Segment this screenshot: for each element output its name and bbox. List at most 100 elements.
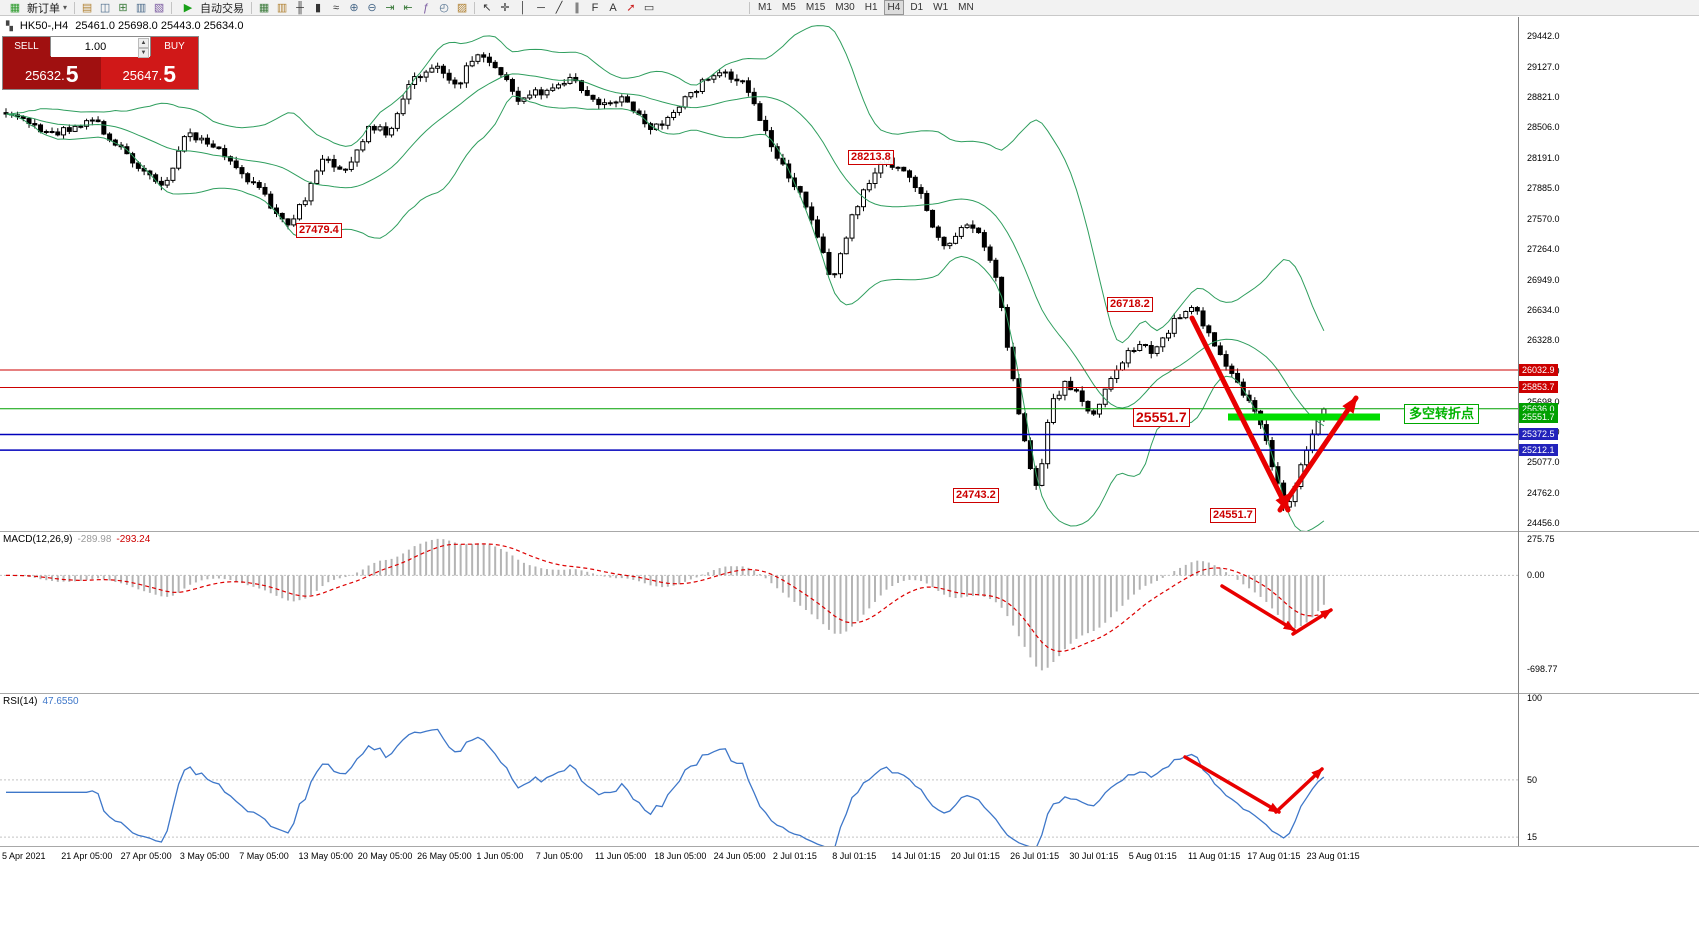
timeframe-d1-button[interactable]: D1 (910, 2, 924, 13)
fibonacci-icon[interactable]: F (591, 1, 599, 14)
time-axis-label: 11 Jun 05:00 (595, 851, 647, 861)
time-axis-label: 26 Jul 01:15 (1010, 851, 1060, 861)
price-axis-label: 28191.0 (1527, 153, 1560, 164)
timeframe-m5-button[interactable]: M5 (781, 2, 796, 13)
terminal-icon[interactable]: ▥ (135, 2, 147, 14)
time-axis-line (0, 846, 1699, 847)
market-watch-icon[interactable]: ▤ (81, 2, 93, 14)
toolbar-divider (171, 1, 173, 14)
profiles-icon[interactable]: ▥ (276, 2, 288, 14)
arrow-object-icon[interactable]: ➚ (626, 2, 636, 14)
price-axis-label: 26634.0 (1527, 305, 1560, 316)
price-chart-canvas[interactable] (0, 17, 1518, 531)
price-axis-label: 25698.0 (1527, 396, 1560, 407)
autotrading-button[interactable]: ▶ 自动交易 (175, 1, 248, 15)
time-axis-label: 14 Jul 01:15 (891, 851, 941, 861)
drawing-icons-group: ↖ ✛ │ ─ ╱ ∥ F A ➚ ▭ (478, 1, 658, 15)
price-axis-label: 25384.0 (1527, 427, 1560, 438)
crosshair-icon[interactable]: ✛ (500, 2, 510, 14)
cursor-icon[interactable]: ↖ (482, 2, 492, 14)
zoom-in-icon[interactable]: ⊕ (349, 2, 359, 14)
time-axis-label: 27 Apr 05:00 (120, 851, 172, 861)
new-order-icon: ▦ (9, 2, 21, 14)
timeframe-h4-button[interactable]: H4 (883, 0, 905, 15)
price-axis-label: 29127.0 (1527, 61, 1560, 72)
candlestick-chart-icon[interactable]: ▮ (314, 2, 322, 14)
macd-name: MACD(12,26,9) (3, 534, 73, 545)
time-axis-label: 17 Aug 01:15 (1247, 851, 1301, 861)
timeframe-h1-button[interactable]: H1 (864, 2, 878, 13)
new-order-label: 新订单 (27, 2, 60, 15)
time-axis-label: 2 Jul 01:15 (772, 851, 817, 861)
volume-stepper: ▲ ▼ (138, 38, 149, 58)
buy-price-button[interactable]: 25647. 5 (100, 56, 198, 89)
volume-input[interactable] (51, 37, 150, 57)
new-chart-icon[interactable]: ▦ (258, 2, 270, 14)
auto-scroll-icon[interactable]: ⇥ (385, 2, 395, 14)
macd-axis-label: 275.75 (1527, 533, 1555, 544)
macd-canvas[interactable] (0, 532, 1518, 683)
data-window-icon[interactable]: ◫ (99, 2, 111, 14)
time-axis-label: 23 Aug 01:15 (1306, 851, 1360, 861)
channel-icon[interactable]: ∥ (574, 2, 580, 14)
toolbar-divider (251, 1, 253, 14)
bar-chart-icon[interactable]: ╫ (296, 1, 304, 14)
templates-icon[interactable]: ▨ (456, 2, 468, 14)
sell-price-button[interactable]: 25632. 5 (3, 56, 101, 89)
chevron-down-icon: ▾ (63, 3, 68, 12)
line-chart-icon[interactable]: ≈ (332, 1, 340, 14)
sell-price-big-digit: 5 (65, 61, 79, 87)
sell-button[interactable]: SELL (3, 37, 50, 56)
shapes-icon[interactable]: ▭ (643, 2, 655, 14)
rsi-pane-resize-handle[interactable] (0, 693, 1699, 694)
macd-pane-resize-handle[interactable] (0, 531, 1699, 532)
time-axis-label: 20 Jul 01:15 (950, 851, 1000, 861)
bollinger-middle-line (5, 73, 1325, 427)
price-tag: 25551.7 (1519, 410, 1558, 423)
rsi-canvas[interactable] (0, 694, 1518, 846)
periods-icon[interactable]: ◴ (439, 2, 449, 14)
volume-up-button[interactable]: ▲ (138, 38, 149, 48)
volume-down-button[interactable]: ▼ (138, 48, 149, 58)
time-axis-label: 13 May 05:00 (298, 851, 354, 861)
window-icons-group: ▤ ◫ ⊞ ▥ ▧ (78, 1, 168, 15)
macd-axis-label: 0.00 (1527, 570, 1545, 581)
timeframe-w1-button[interactable]: W1 (933, 2, 949, 13)
navigator-icon[interactable]: ⊞ (118, 2, 128, 14)
time-axis-label: 26 May 05:00 (417, 851, 472, 861)
toolbar-divider (749, 1, 751, 14)
price-tag: 26032.9 (1519, 363, 1558, 376)
price-axis-label: 27885.0 (1527, 183, 1560, 194)
timeframe-m15-button[interactable]: M15 (805, 2, 826, 13)
main-toolbar: ▦ 新订单 ▾ ▤ ◫ ⊞ ▥ ▧ ▶ 自动交易 ▦ ▥ ╫ ▮ ≈ ⊕ ⊖ ⇥ ⇤ ƒ ◴ ▨ ↖ ✛ │ ─ ╱ ∥… (0, 0, 1699, 16)
autotrading-label: 自动交易 (200, 2, 245, 15)
buy-button[interactable]: BUY (151, 37, 198, 56)
chart-ohlc-summary: 25461.0 25698.0 25443.0 25634.0 (75, 20, 244, 32)
timeframe-m1-button[interactable]: M1 (758, 2, 772, 13)
price-axis-label: 28506.0 (1527, 122, 1560, 133)
rsi-indicator-label: RSI(14) 47.6550 (3, 696, 79, 707)
macd-histogram (10, 538, 1325, 671)
price-axis-label: 24762.0 (1527, 488, 1560, 499)
time-axis-label: 24 Jun 05:00 (713, 851, 766, 861)
price-axis-label: 26328.0 (1527, 335, 1560, 346)
price-axis-line[interactable] (1518, 17, 1519, 846)
autotrading-play-icon: ▶ (183, 2, 193, 14)
price-tag: 25372.5 (1519, 428, 1558, 441)
text-label-icon[interactable]: A (609, 1, 617, 14)
timeframe-mn-button[interactable]: MN (958, 2, 974, 13)
new-order-button[interactable]: ▦ 新订单 ▾ (2, 1, 71, 15)
timeframe-m30-button[interactable]: M30 (835, 2, 855, 13)
one-click-trading-panel: SELL ▲ ▼ BUY 25632.5 25647.5 (2, 36, 199, 90)
time-axis-label: 30 Jul 01:15 (1069, 851, 1119, 861)
chart-shift-icon[interactable]: ⇤ (403, 2, 413, 14)
strategy-tester-icon[interactable]: ▧ (153, 2, 165, 14)
vertical-line-icon[interactable]: │ (519, 1, 527, 14)
horizontal-line-icon[interactable]: ─ (537, 1, 545, 14)
time-axis-label: 5 Apr 2021 (2, 851, 46, 861)
trendline-icon[interactable]: ╱ (555, 2, 563, 14)
time-axis-label: 7 May 05:00 (239, 851, 289, 861)
indicators-icon[interactable]: ƒ (422, 1, 430, 14)
time-axis-label: 20 May 05:00 (357, 851, 413, 861)
zoom-out-icon[interactable]: ⊖ (367, 2, 377, 14)
